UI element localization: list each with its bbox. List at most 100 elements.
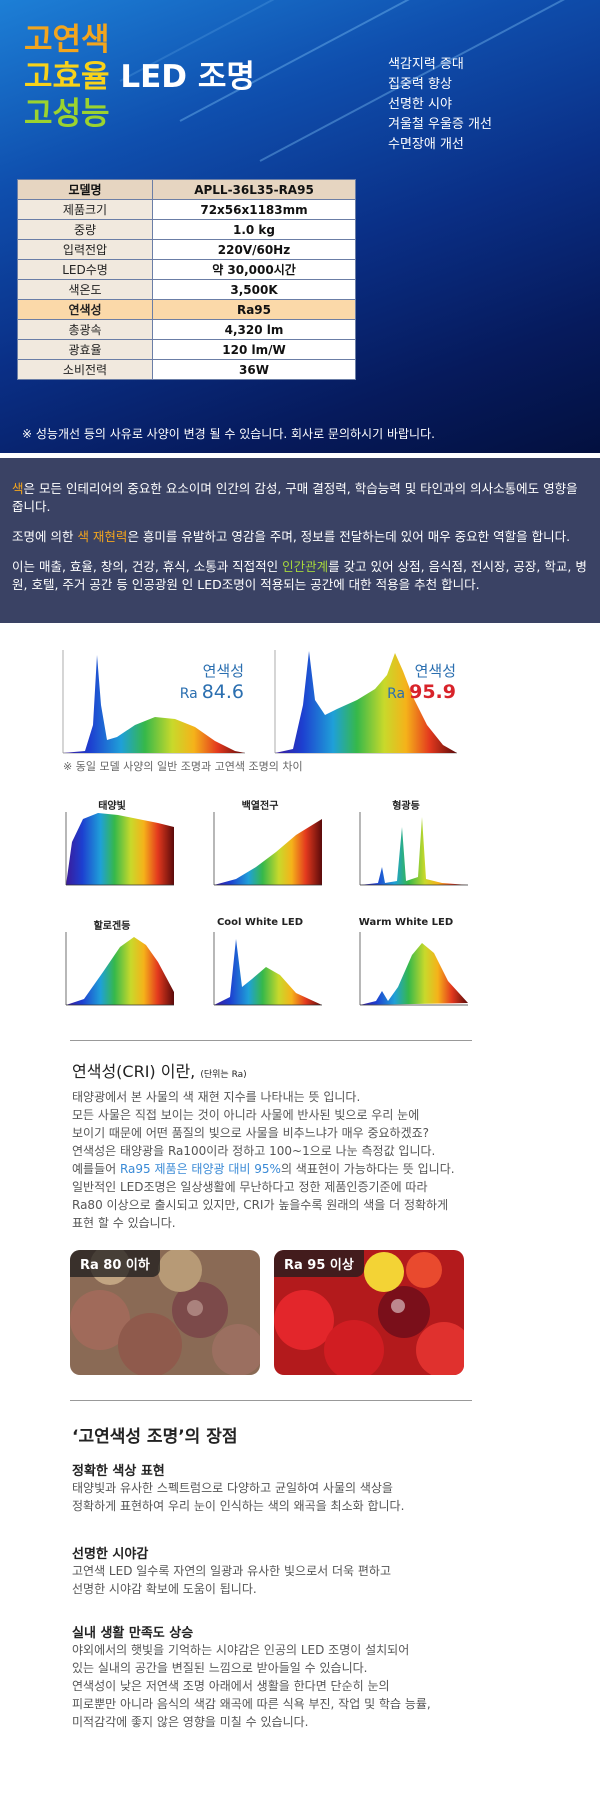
cri-text: 의 색표현이 가능하다는 뜻 입니다. 일반적인 LED조명은 일상생활에 무난… xyxy=(72,1162,455,1230)
cri-description: 태양광에서 본 사물의 색 재현 지수를 나타내는 뜻 입니다. 모든 사물은 … xyxy=(72,1088,482,1232)
mini-chart-fluorescent: 형광등 xyxy=(342,797,470,897)
feature-item: 수면장애 개선 xyxy=(388,137,464,152)
cri-tag-label: 연색성 xyxy=(202,662,244,680)
spec-key: 모델명 xyxy=(17,179,153,200)
spec-row-highlight: 연색성 Ra95 xyxy=(17,299,356,320)
mini-chart-halogen: 할로겐등 xyxy=(48,917,176,1017)
hero-title-line2: 고효율 LED 조명 xyxy=(24,59,255,96)
cri-heading-unit: (단위는 Ra) xyxy=(200,1070,247,1080)
spec-row: 입력전압 220V/60Hz xyxy=(17,239,356,260)
mini-chart-warm-white: Warm White LED xyxy=(342,917,470,1017)
section-divider xyxy=(70,1040,472,1041)
feature-item: 겨울철 우울증 개선 xyxy=(388,117,492,132)
mini-chart-title: Warm White LED xyxy=(358,917,454,928)
mini-chart-plot xyxy=(359,812,468,886)
fruit-label-ra80: Ra 80 이하 xyxy=(70,1250,160,1277)
intro-text: 은 모든 인테리어의 중요한 요소이며 인간의 감성, 구매 결정력, 학습능력… xyxy=(12,481,578,514)
mini-chart-plot xyxy=(213,932,322,1006)
mini-chart-title: 형광등 xyxy=(392,801,420,812)
intro-text: 은 흥미를 유발하고 영감을 주며, 정보를 전달하는데 있어 매우 중요한 역… xyxy=(127,529,571,544)
intro-text: 조명에 의한 xyxy=(12,529,78,544)
compare-note: ※ 동일 모델 사양의 일반 조명과 고연색 조명의 차이 xyxy=(63,760,303,773)
mini-chart-plot xyxy=(65,812,174,886)
cri-value-right: 95.9 xyxy=(409,681,456,703)
spectrum-ra84-chart xyxy=(62,650,245,754)
spec-value: 220V/60Hz xyxy=(152,239,356,260)
cri-heading: 연색성(CRI) 이란, (단위는 Ra) xyxy=(72,1058,247,1082)
spec-value: 72x56x1183mm xyxy=(152,199,356,220)
spec-key: 제품크기 xyxy=(17,199,153,220)
hero-banner: 고연색 고효율 LED 조명 고성능 색감지력 증대 집중력 향상 선명한 시야… xyxy=(0,0,600,453)
spec-key: 연색성 xyxy=(17,299,153,320)
hero-title-line2-a: 고효율 xyxy=(24,59,110,95)
cri-tag-ra: Ra xyxy=(387,686,406,702)
cri-highlight: Ra95 제품은 태양광 대비 95% xyxy=(119,1162,281,1176)
spec-value: 120 lm/W xyxy=(152,339,356,360)
mini-chart-title: 백열전구 xyxy=(241,801,279,812)
cri-tag-ra: Ra xyxy=(179,686,198,702)
spec-key: 색온도 xyxy=(17,279,153,300)
spec-table: 모델명 APLL-36L35-RA95 제품크기 72x56x1183mm 중량 1.… xyxy=(17,179,356,380)
feature-item: 선명한 시야 xyxy=(388,97,452,112)
advantages-heading: ‘고연색성 조명’의 장점 xyxy=(72,1427,238,1447)
spec-key: LED수명 xyxy=(17,259,153,280)
cri-heading-text: 연색성(CRI) 이란, xyxy=(72,1062,196,1081)
hero-title: 고연색 고효율 LED 조명 고성능 xyxy=(24,22,255,133)
section-divider xyxy=(70,1400,472,1401)
spec-key: 광효율 xyxy=(17,339,153,360)
spec-row: 총광속 4,320 lm xyxy=(17,319,356,340)
advantage-body: 야외에서의 햇빛을 기억하는 시야감은 인공의 LED 조명이 설치되어 있는 … xyxy=(72,1643,431,1729)
mini-chart-title: Cool White LED xyxy=(216,917,304,928)
intro-highlight: 색 재현력 xyxy=(77,529,128,544)
spec-row: 중량 1.0 kg xyxy=(17,219,356,240)
advantage-body: 고연색 LED 일수록 자연의 일광과 유사한 빛으로서 더욱 편하고 선명한 … xyxy=(72,1564,391,1596)
mini-chart-plot xyxy=(65,932,174,1006)
advantage-heading: 선명한 시야감 xyxy=(72,1547,149,1562)
mini-chart-plot xyxy=(213,812,322,886)
feature-item: 색감지력 증대 xyxy=(388,57,464,72)
intro-section: 색은 모든 인테리어의 중요한 요소이며 인간의 감성, 구매 결정력, 학습능… xyxy=(0,458,600,623)
spec-row: 모델명 APLL-36L35-RA95 xyxy=(17,179,356,200)
mini-chart-plot xyxy=(359,932,468,1006)
spec-value: Ra95 xyxy=(152,299,356,320)
advantage-body: 태양빛과 유사한 스펙트럼으로 다양하고 균일하여 사물의 색상을 정확하게 표… xyxy=(72,1481,405,1513)
intro-highlight: 색 xyxy=(12,481,24,496)
intro-paragraph: 이는 매출, 효율, 창의, 건강, 휴식, 소통과 직접적인 인간관계를 갖고… xyxy=(12,558,588,594)
spec-key: 총광속 xyxy=(17,319,153,340)
cri-text: 태양광에서 본 사물의 색 재현 지수를 나타내는 뜻 입니다. 모든 사물은 … xyxy=(72,1090,436,1176)
cri-tag-right: 연색성 Ra 95.9 xyxy=(387,660,456,703)
cri-tag-left: 연색성 Ra 84.6 xyxy=(180,660,244,703)
hero-title-line1: 고연색 xyxy=(24,22,110,58)
hero-title-line2-b: LED 조명 xyxy=(120,59,255,95)
spec-value: 3,500K xyxy=(152,279,356,300)
spec-value: 약 30,000시간 xyxy=(152,259,356,280)
spec-key: 소비전력 xyxy=(17,359,153,380)
mini-chart-title: 태양빛 xyxy=(98,801,126,812)
intro-paragraph: 조명에 의한 색 재현력은 흥미를 유발하고 영감을 주며, 정보를 전달하는데… xyxy=(12,528,588,546)
spec-value: 1.0 kg xyxy=(152,219,356,240)
intro-highlight: 인간관계 xyxy=(282,559,329,574)
advantage-heading: 실내 생활 만족도 상승 xyxy=(72,1626,194,1641)
fruit-image-ra95: Ra 95 이상 xyxy=(274,1250,464,1375)
spec-row: LED수명 약 30,000시간 xyxy=(17,259,356,280)
intro-text: 를 갖고 있어 상점, 음식점, 전시장, 공장, 학교, 병원, 호텔, 주거… xyxy=(12,559,587,592)
mini-chart-incandescent: 백열전구 xyxy=(196,797,324,897)
spec-key: 중량 xyxy=(17,219,153,240)
spec-key: 입력전압 xyxy=(17,239,153,260)
intro-paragraph: 색은 모든 인테리어의 중요한 요소이며 인간의 감성, 구매 결정력, 학습능… xyxy=(12,480,588,516)
spectrum-ra95-panel: 연색성 Ra 95.9 xyxy=(267,645,462,760)
spectrum-ra95-chart xyxy=(274,650,457,754)
spectrum-ra84-panel: 연색성 Ra 84.6 xyxy=(55,645,250,760)
cri-tag-label: 연색성 xyxy=(414,662,456,680)
feature-list: 색감지력 증대 집중력 향상 선명한 시야 겨울철 우울증 개선 수면장애 개선 xyxy=(388,55,492,155)
feature-item: 집중력 향상 xyxy=(388,77,452,92)
spec-change-note: ※ 성능개선 등의 사유로 사양이 변경 될 수 있습니다. 회사로 문의하시기… xyxy=(22,427,435,441)
mini-chart-sunlight: 태양빛 xyxy=(48,797,176,897)
spec-row: 제품크기 72x56x1183mm xyxy=(17,199,356,220)
advantage-heading: 정확한 색상 표현 xyxy=(72,1464,165,1479)
fruit-image-ra80: Ra 80 이하 xyxy=(70,1250,260,1375)
mini-chart-cool-white: Cool White LED xyxy=(196,917,324,1017)
fruit-label-ra95: Ra 95 이상 xyxy=(274,1250,364,1277)
cri-value-left: 84.6 xyxy=(201,681,244,703)
hero-title-line3: 고성능 xyxy=(24,96,110,132)
